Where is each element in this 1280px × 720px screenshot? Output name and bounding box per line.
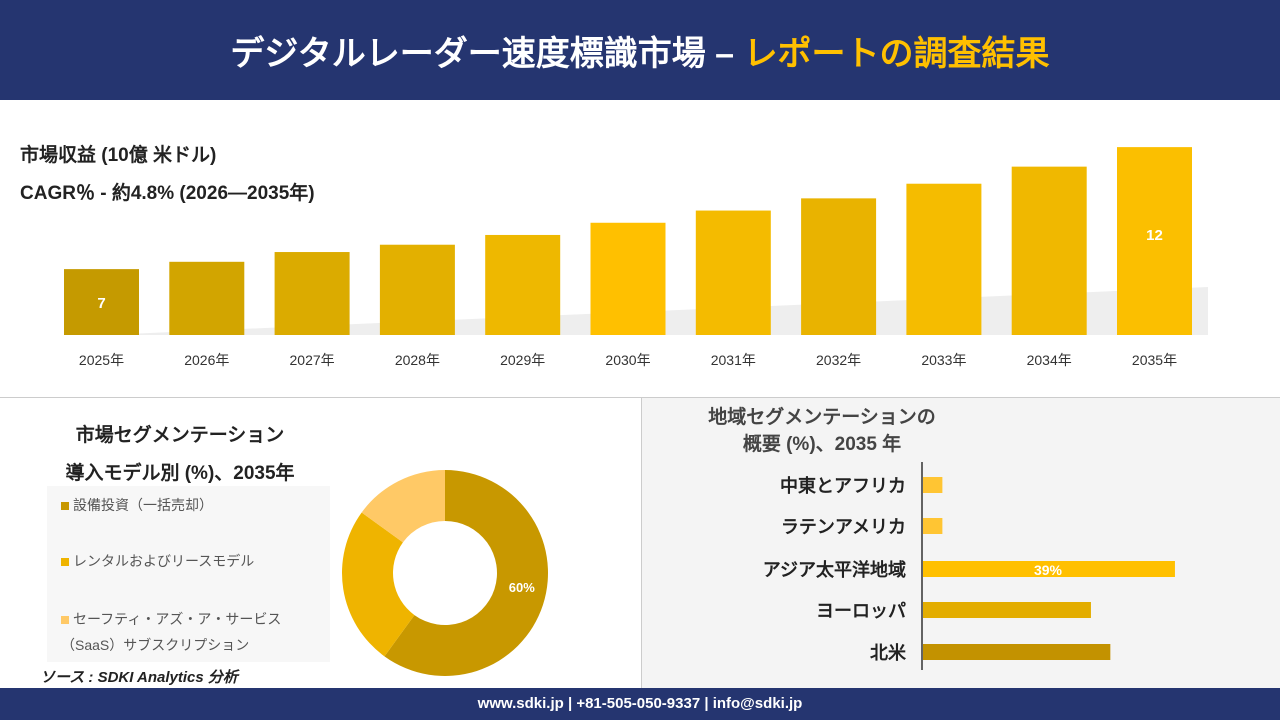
x-tick-label: 2032年 <box>816 352 861 368</box>
region-title-line: 地域セグメンテーションの <box>708 407 936 428</box>
region-title: 地域セグメンテーションの 概要 (%)、2035 年 <box>642 404 1002 458</box>
bar <box>801 198 877 335</box>
bar <box>923 561 1175 577</box>
bar <box>923 518 943 534</box>
x-tick-label: 2026年 <box>184 352 229 368</box>
revenue-title: 市場収益 (10億 米ドル) <box>20 145 217 166</box>
page-header: デジタルレーダー速度標識市場 – レポートの調査結果 <box>0 0 1280 100</box>
y-tick-label: 中東とアフリカ <box>780 475 906 496</box>
x-tick-label: 2031年 <box>711 352 756 368</box>
source-note: ソース : SDKI Analytics 分析 <box>40 669 238 686</box>
legend-label: レンタルおよびリースモデル <box>73 553 255 569</box>
donut-slice <box>361 470 445 543</box>
legend-item: レンタルおよびリースモデル <box>61 548 254 574</box>
bar <box>64 269 139 335</box>
legend-label: セーフティ・アズ・ア・サービス（SaaS）サブスクリプション <box>61 611 282 653</box>
y-tick-label: ラテンアメリカ <box>781 517 906 537</box>
segment-panel: 市場セグメンテーション 導入モデル別 (%)、2035年 設備投資（一括売却） … <box>0 398 640 688</box>
bar <box>906 183 982 335</box>
bar <box>485 234 561 335</box>
x-tick-label: 2027年 <box>290 352 335 368</box>
bar <box>274 252 350 335</box>
y-tick-label: アジア太平洋地域 <box>763 559 906 580</box>
legend-swatch <box>61 558 69 567</box>
bar <box>923 602 1091 618</box>
legend-item: 設備投資（一括売却） <box>61 492 213 518</box>
bar <box>1117 147 1192 335</box>
data-label: 12 <box>1146 227 1163 244</box>
x-tick-label: 2030年 <box>605 352 650 368</box>
segment-title: 市場セグメンテーション <box>75 425 285 446</box>
x-tick-label: 2035年 <box>1132 352 1177 368</box>
deployment-donut-chart: 60% <box>342 470 548 676</box>
x-tick-label: 2025年 <box>79 352 124 368</box>
data-label: 7 <box>97 295 105 312</box>
region-panel: 地域セグメンテーションの 概要 (%)、2035 年 中東とアフリカ ラテンアメリカ… <box>641 398 1280 688</box>
x-tick-label: 2028年 <box>395 352 440 368</box>
title-main: デジタルレーダー速度標識市場 – <box>230 34 735 73</box>
bar <box>695 210 771 335</box>
bar <box>590 222 666 335</box>
legend-label: 設備投資（一括売却） <box>73 497 213 513</box>
donut-slice <box>384 470 548 676</box>
footer-contact: www.sdki.jp | +81-505-050-9337 | info@sd… <box>0 688 1280 720</box>
slice-label: 60% <box>509 580 535 595</box>
cagr-text: CAGR％ - 約4.8% (2026—2035年) <box>20 183 315 204</box>
donut-legend: 設備投資（一括売却） レンタルおよびリースモデル セーフティ・アズ・ア・サービス… <box>47 486 330 662</box>
bar <box>379 244 455 335</box>
y-tick-label: 北米 <box>870 642 907 663</box>
legend-item: セーフティ・アズ・ア・サービス（SaaS）サブスクリプション <box>61 606 331 658</box>
bar <box>1011 166 1087 335</box>
bar <box>923 477 943 493</box>
x-tick-label: 2029年 <box>500 352 545 368</box>
x-tick-label: 2033年 <box>921 352 966 368</box>
legend-swatch <box>61 616 69 625</box>
x-tick-label: 2034年 <box>1027 352 1072 368</box>
y-tick-label: ヨーロッパ <box>816 601 906 621</box>
revenue-bar-chart: 2025年 7 2026年 2027年 2028年 2029年 2030年 2031年 2032… <box>64 147 1208 368</box>
title-accent: レポートの調査結果 <box>743 34 1050 73</box>
bar <box>923 644 1111 660</box>
legend-swatch <box>61 502 69 511</box>
bar <box>169 261 245 335</box>
data-label: 39% <box>1034 562 1063 578</box>
donut-slice <box>342 512 415 657</box>
divider <box>0 397 1280 398</box>
segment-subtitle: 導入モデル別 (%)、2035年 <box>65 463 295 484</box>
region-title-line: 概要 (%)、2035 年 <box>742 434 902 455</box>
